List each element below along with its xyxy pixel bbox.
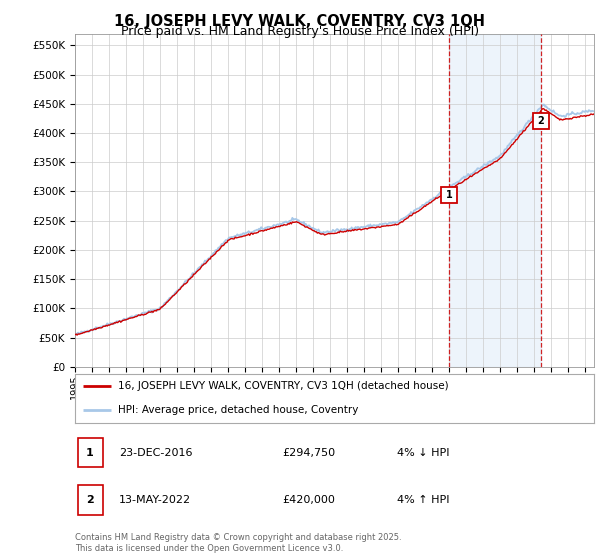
Bar [449, 34, 541, 367]
Text: £294,750: £294,750 [283, 448, 336, 458]
Text: HPI: Average price, detached house, Coventry: HPI: Average price, detached house, Cove… [118, 405, 358, 416]
Text: 1: 1 [86, 448, 94, 458]
Text: 13-MAY-2022: 13-MAY-2022 [119, 495, 191, 505]
Text: 1: 1 [446, 189, 452, 199]
Text: 16, JOSEPH LEVY WALK, COVENTRY, CV3 1QH: 16, JOSEPH LEVY WALK, COVENTRY, CV3 1QH [115, 14, 485, 29]
Text: Contains HM Land Registry data © Crown copyright and database right 2025.
This d: Contains HM Land Registry data © Crown c… [75, 533, 401, 553]
Text: 4% ↑ HPI: 4% ↑ HPI [397, 495, 449, 505]
Text: 2: 2 [538, 116, 544, 127]
Text: £420,000: £420,000 [283, 495, 335, 505]
Text: 16, JOSEPH LEVY WALK, COVENTRY, CV3 1QH (detached house): 16, JOSEPH LEVY WALK, COVENTRY, CV3 1QH … [118, 381, 448, 391]
Text: 4% ↓ HPI: 4% ↓ HPI [397, 448, 449, 458]
Bar [77, 438, 103, 468]
Bar [77, 485, 103, 515]
Text: 23-DEC-2016: 23-DEC-2016 [119, 448, 193, 458]
Text: Price paid vs. HM Land Registry's House Price Index (HPI): Price paid vs. HM Land Registry's House … [121, 25, 479, 38]
Text: 2: 2 [86, 495, 94, 505]
